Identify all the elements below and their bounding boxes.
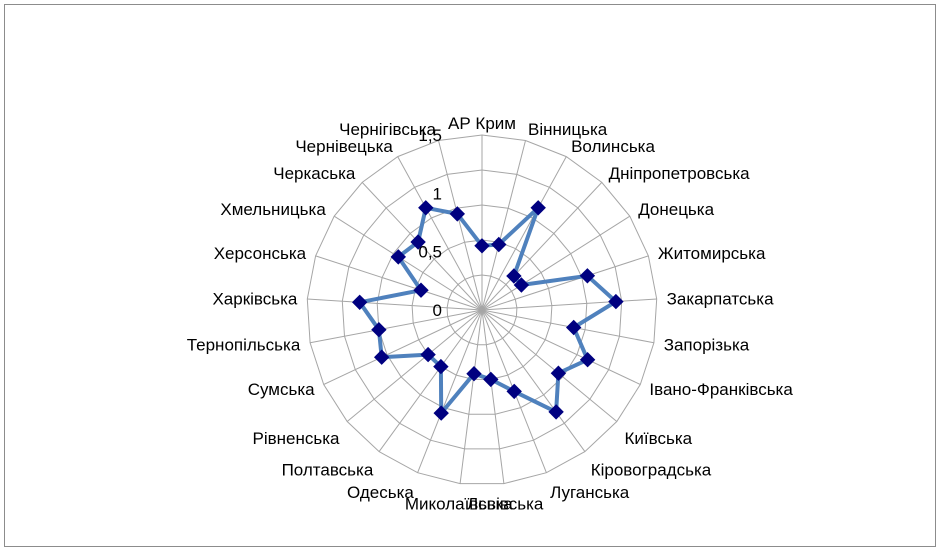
- grid-spoke: [481, 309, 505, 484]
- grid-ring: [446, 274, 518, 346]
- data-point-marker: [506, 383, 522, 400]
- grid-spoke: [310, 309, 483, 344]
- data-point-marker: [410, 234, 426, 250]
- grid-spoke: [481, 156, 567, 311]
- grid-spoke: [481, 309, 641, 385]
- data-point-marker: [371, 321, 387, 338]
- category-label: Дніпропетровська: [609, 164, 751, 183]
- axis-tick-label: 1,5: [418, 126, 442, 145]
- category-label: АР Крим: [448, 114, 516, 133]
- data-point-marker: [579, 268, 596, 284]
- data-point-marker: [608, 293, 624, 310]
- grid-ring: [411, 239, 553, 380]
- data-point-marker: [579, 351, 596, 368]
- data-point-marker: [565, 319, 582, 336]
- category-label: Черкаська: [273, 164, 356, 183]
- data-point-marker: [351, 294, 368, 311]
- data-point-marker: [483, 371, 499, 388]
- grid-spoke: [307, 298, 483, 311]
- grid-spoke: [333, 215, 483, 311]
- data-point-marker: [433, 358, 449, 375]
- grid-spoke: [417, 309, 483, 473]
- category-label: Сумська: [248, 380, 315, 399]
- grid-spoke: [481, 309, 586, 452]
- category-label: Кіровоградська: [591, 461, 712, 480]
- grid-ring: [341, 169, 623, 450]
- data-point-marker: [506, 268, 522, 284]
- category-label: Житомирська: [658, 244, 766, 263]
- grid-spoke: [323, 309, 483, 385]
- category-label: Запорізька: [664, 336, 750, 355]
- data-point-marker: [474, 238, 490, 254]
- grid-spoke: [438, 140, 483, 311]
- category-label: Вінницька: [528, 120, 608, 139]
- data-point-marker: [550, 365, 567, 381]
- data-point-marker: [390, 249, 407, 265]
- category-label: Львівська: [467, 495, 544, 514]
- data-point-marker: [513, 277, 530, 293]
- grid-spoke: [481, 255, 649, 311]
- grid-spoke: [481, 215, 631, 311]
- axis-tick-label: 0: [433, 301, 442, 320]
- grid-spoke: [459, 309, 483, 484]
- category-label: Хмельницька: [220, 200, 326, 219]
- category-label: Чернівецька: [295, 137, 393, 156]
- data-point-marker: [491, 236, 507, 253]
- category-label: Луганська: [550, 483, 630, 502]
- category-label: Тернопільська: [187, 336, 301, 355]
- data-point-marker: [548, 404, 564, 420]
- data-point-marker: [420, 346, 436, 363]
- grid-spoke: [481, 309, 618, 422]
- grid-spoke: [361, 182, 483, 311]
- grid-spoke: [378, 309, 483, 452]
- category-label: Київська: [625, 429, 693, 448]
- axis-tick-label: 1: [433, 184, 442, 203]
- category-label: Миколаївська: [405, 495, 513, 514]
- grid-spoke: [481, 182, 603, 311]
- category-label: Чернігівська: [339, 120, 436, 139]
- grid-spoke: [346, 309, 483, 422]
- category-label: Донецька: [638, 200, 714, 219]
- data-point-marker: [466, 365, 482, 382]
- data-point-marker: [418, 200, 434, 216]
- chart-area: [4, 4, 936, 547]
- series-line: [357, 205, 618, 416]
- category-label: Одеська: [347, 483, 414, 502]
- grid-spoke: [481, 140, 526, 311]
- data-point-marker: [449, 206, 466, 222]
- data-point-marker: [530, 200, 546, 216]
- grid-ring: [306, 134, 658, 485]
- category-label: Рівненська: [252, 429, 340, 448]
- grid-spoke: [481, 298, 657, 311]
- axis-tick-label: 0,5: [418, 243, 442, 262]
- data-point-marker: [413, 282, 429, 298]
- category-label: Херсонська: [214, 244, 307, 263]
- data-point-marker: [433, 405, 449, 421]
- data-point-marker: [373, 349, 390, 365]
- category-label: Волинська: [571, 137, 655, 156]
- category-label: Полтавська: [282, 461, 374, 480]
- grid-spoke: [397, 156, 483, 311]
- category-label: Закарпатська: [667, 289, 774, 308]
- category-label: Харківська: [212, 289, 297, 308]
- grid-spoke: [315, 255, 483, 311]
- category-label: Івано-Франківська: [649, 380, 793, 399]
